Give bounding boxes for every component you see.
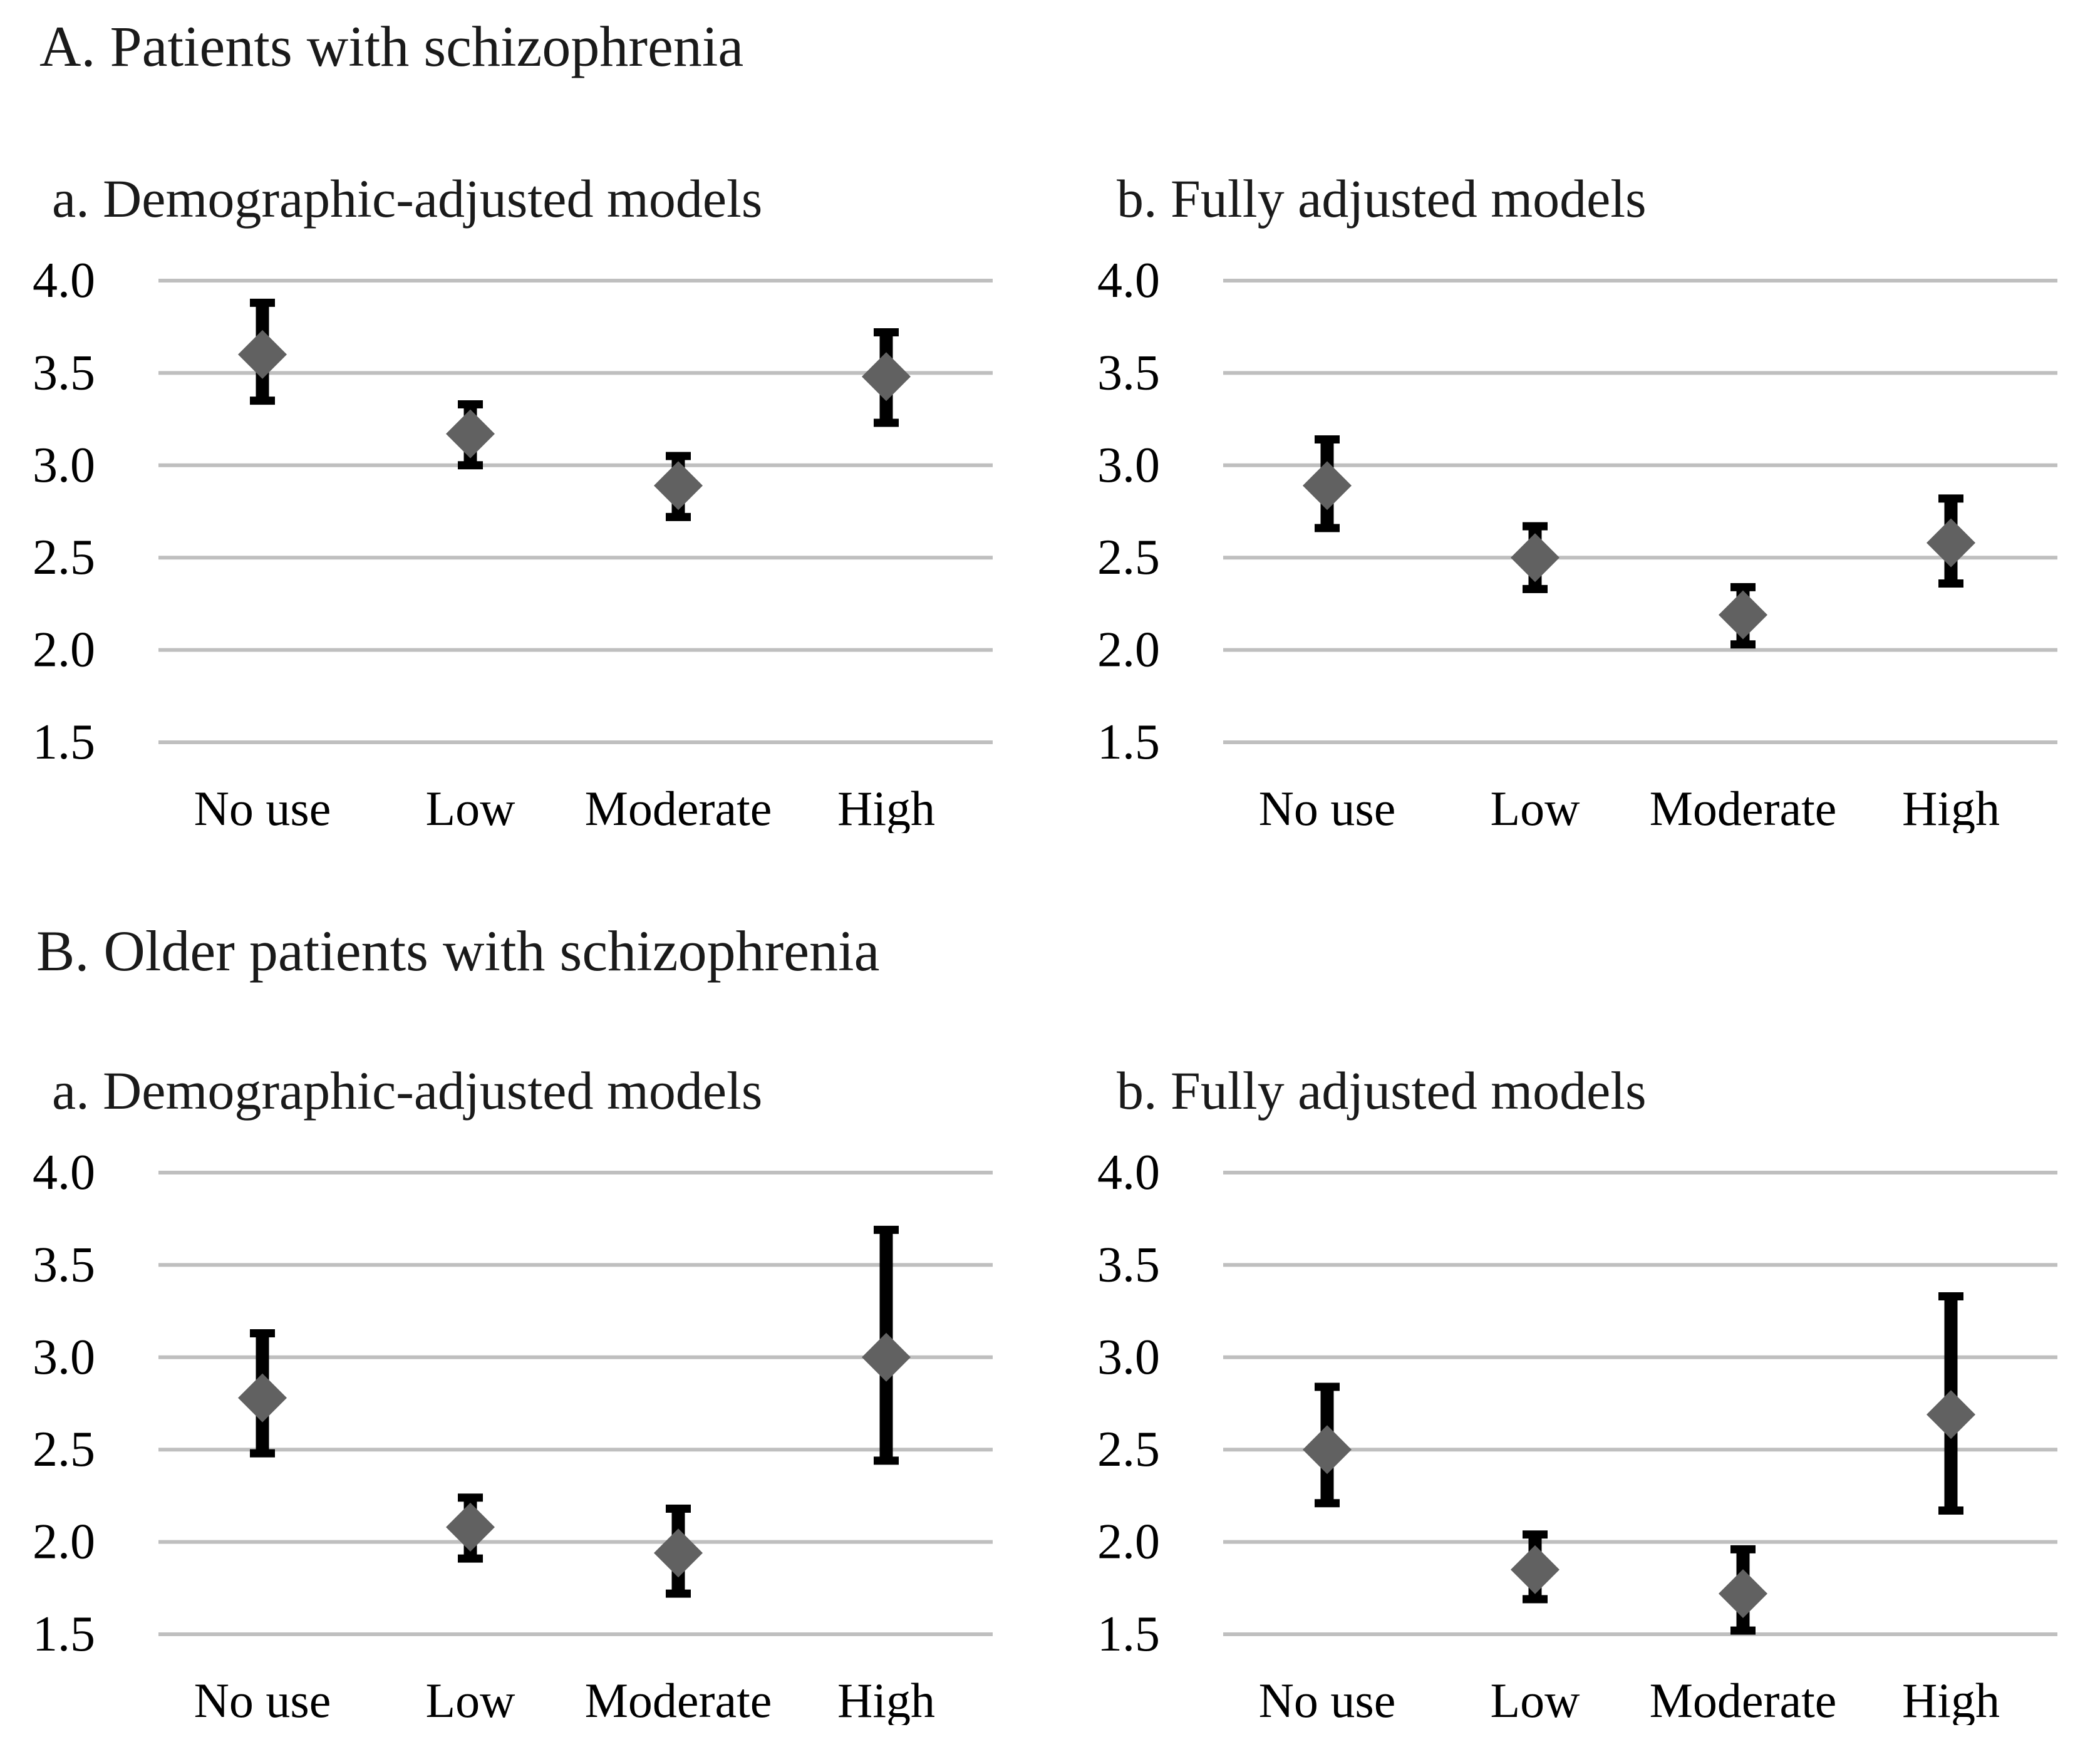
- y-tick-label: 2.0: [1097, 1515, 1160, 1570]
- x-category-label: Moderate: [585, 781, 772, 833]
- y-tick-label: 3.0: [1097, 438, 1160, 493]
- chart-a-demographic-adjusted: a. Demographic-adjusted models 4.0 3.5 3.0…: [0, 169, 1035, 908]
- y-tick-label: 1.5: [1097, 1607, 1160, 1662]
- y-tick-label: 3.5: [33, 345, 95, 400]
- diamond-marker: [446, 1503, 495, 1552]
- chart-b-demographic-adjusted: a. Demographic-adjusted models 4.0 3.5 3.0…: [0, 1061, 1035, 1742]
- x-category-label: Moderate: [585, 1673, 772, 1725]
- y-tick-label: 2.0: [1097, 623, 1160, 678]
- y-tick-label: 2.5: [1097, 1422, 1160, 1477]
- diamond-marker: [1303, 1425, 1352, 1475]
- y-tick-label: 1.5: [1097, 715, 1160, 770]
- x-category-label: Moderate: [1650, 781, 1837, 833]
- y-tick-label: 4.0: [33, 253, 95, 308]
- x-category-label: High: [837, 1673, 935, 1725]
- diamond-marker: [654, 1528, 703, 1578]
- x-category-label: No use: [1259, 781, 1396, 833]
- chart-plot-area: 4.0 3.5 3.0 2.5 2.0 1.5 No use Low Moderate High: [33, 253, 993, 833]
- section-b-title: B. Older patients with schizophrenia: [36, 919, 880, 983]
- diamond-marker: [862, 1332, 911, 1382]
- y-tick-label: 2.0: [33, 1515, 95, 1570]
- diamond-marker: [1927, 1390, 1975, 1439]
- y-tick-label: 3.0: [33, 1330, 95, 1385]
- x-category-label: No use: [1259, 1673, 1396, 1725]
- diamond-marker: [238, 329, 287, 379]
- y-tick-label: 2.0: [33, 623, 95, 678]
- y-tick-label: 3.5: [1097, 345, 1160, 400]
- y-tick-label: 4.0: [1097, 1145, 1160, 1200]
- chart-b-fully-adjusted: b. Fully adjusted models 4.0 3.5 3.0 2.5 2.0…: [1065, 1061, 2100, 1742]
- y-tick-label: 2.5: [1097, 530, 1160, 585]
- x-category-label: High: [1902, 1673, 2000, 1725]
- diamond-marker: [1511, 1545, 1559, 1594]
- chart-title: a. Demographic-adjusted models: [52, 168, 763, 229]
- diamond-marker: [1303, 461, 1352, 511]
- chart-title: b. Fully adjusted models: [1117, 168, 1647, 229]
- chart-title: b. Fully adjusted models: [1117, 1060, 1647, 1121]
- chart-plot-area: 4.0 3.5 3.0 2.5 2.0 1.5 No use Low Moderate High: [1097, 253, 2057, 833]
- chart-plot-area: 4.0 3.5 3.0 2.5 2.0 1.5 No use Low Moderate High: [1097, 1145, 2057, 1725]
- y-tick-label: 3.0: [1097, 1330, 1160, 1385]
- x-category-label: Low: [426, 781, 515, 833]
- x-category-label: Moderate: [1650, 1673, 1837, 1725]
- diamond-marker: [654, 461, 703, 511]
- diamond-marker: [1719, 1569, 1767, 1619]
- x-category-label: Low: [1491, 1673, 1580, 1725]
- y-tick-label: 3.5: [1097, 1237, 1160, 1292]
- chart-title: a. Demographic-adjusted models: [52, 1060, 763, 1121]
- section-a-title: A. Patients with schizophrenia: [39, 14, 744, 78]
- diamond-marker: [1511, 533, 1559, 583]
- y-tick-label: 4.0: [1097, 253, 1160, 308]
- x-category-label: No use: [194, 781, 331, 833]
- x-category-label: No use: [194, 1673, 331, 1725]
- diamond-marker: [238, 1373, 287, 1423]
- diamond-marker: [1927, 518, 1975, 568]
- y-tick-label: 1.5: [33, 1607, 95, 1662]
- y-tick-label: 1.5: [33, 715, 95, 770]
- chart-a-fully-adjusted: b. Fully adjusted models 4.0 3.5 3.0 2.5 2.0…: [1065, 169, 2100, 908]
- y-tick-label: 4.0: [33, 1145, 95, 1200]
- x-category-label: High: [837, 781, 935, 833]
- x-category-label: Low: [1491, 781, 1580, 833]
- diamond-marker: [446, 409, 495, 459]
- y-tick-label: 2.5: [33, 1422, 95, 1477]
- x-category-label: High: [1902, 781, 2000, 833]
- y-tick-label: 2.5: [33, 530, 95, 585]
- diamond-marker: [1719, 590, 1767, 640]
- chart-plot-area: 4.0 3.5 3.0 2.5 2.0 1.5 No use Low Moderate High: [33, 1145, 993, 1725]
- y-tick-label: 3.5: [33, 1237, 95, 1292]
- diamond-marker: [862, 352, 911, 402]
- x-category-label: Low: [426, 1673, 515, 1725]
- y-tick-label: 3.0: [33, 438, 95, 493]
